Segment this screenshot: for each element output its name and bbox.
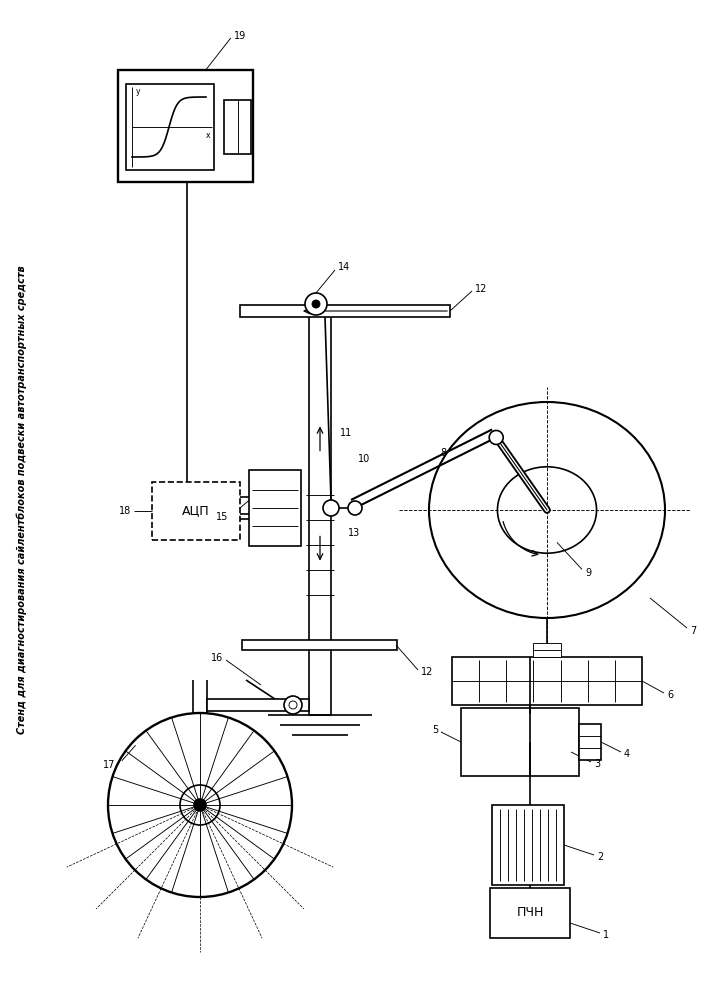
- Text: 19: 19: [234, 31, 246, 41]
- Text: 6: 6: [667, 690, 673, 700]
- Text: 11: 11: [340, 428, 352, 438]
- Bar: [579, 724, 601, 760]
- Circle shape: [348, 501, 362, 515]
- Text: 3: 3: [594, 759, 600, 769]
- Text: 4: 4: [624, 749, 630, 759]
- Bar: [490, 888, 570, 938]
- Circle shape: [486, 731, 508, 753]
- Circle shape: [289, 701, 297, 709]
- Bar: [224, 100, 251, 154]
- Ellipse shape: [429, 402, 665, 618]
- Text: 7: 7: [690, 626, 696, 636]
- Circle shape: [532, 731, 554, 753]
- Text: ПЧН: ПЧН: [516, 906, 544, 920]
- Bar: [126, 84, 214, 170]
- Text: y: y: [136, 87, 140, 96]
- Bar: [533, 643, 561, 657]
- Bar: [452, 657, 642, 705]
- Text: 12: 12: [421, 667, 433, 677]
- Text: 10: 10: [358, 454, 370, 464]
- Circle shape: [469, 714, 525, 770]
- Bar: [240, 305, 450, 317]
- Text: 12: 12: [475, 284, 487, 294]
- Text: 9: 9: [585, 568, 591, 578]
- Circle shape: [323, 500, 339, 516]
- Text: 15: 15: [216, 512, 228, 522]
- Circle shape: [489, 430, 503, 444]
- Ellipse shape: [498, 467, 597, 553]
- Circle shape: [108, 713, 292, 897]
- Bar: [118, 70, 253, 182]
- Bar: [461, 708, 579, 776]
- Text: 2: 2: [597, 852, 603, 862]
- Text: 8: 8: [440, 448, 447, 458]
- Text: x: x: [206, 130, 210, 139]
- Circle shape: [194, 799, 206, 811]
- Bar: [492, 805, 564, 885]
- Circle shape: [515, 714, 571, 770]
- Text: АЦП: АЦП: [182, 504, 210, 518]
- Text: Стенд для диагностирования сайлентблоков подвески автотранспортных средств: Стенд для диагностирования сайлентблоков…: [17, 266, 28, 734]
- Text: 1: 1: [603, 930, 609, 940]
- Bar: [249, 470, 301, 546]
- Bar: [242, 640, 397, 650]
- Text: 16: 16: [211, 653, 223, 663]
- Bar: [152, 482, 240, 540]
- Circle shape: [312, 300, 320, 308]
- Text: 17: 17: [103, 760, 115, 770]
- Text: 18: 18: [119, 506, 131, 516]
- Bar: [207, 699, 309, 711]
- Text: 14: 14: [338, 262, 350, 272]
- Circle shape: [180, 785, 220, 825]
- Text: 13: 13: [348, 528, 361, 538]
- Circle shape: [284, 696, 302, 714]
- Bar: [309, 312, 331, 715]
- Circle shape: [305, 293, 327, 315]
- Text: 5: 5: [432, 725, 438, 735]
